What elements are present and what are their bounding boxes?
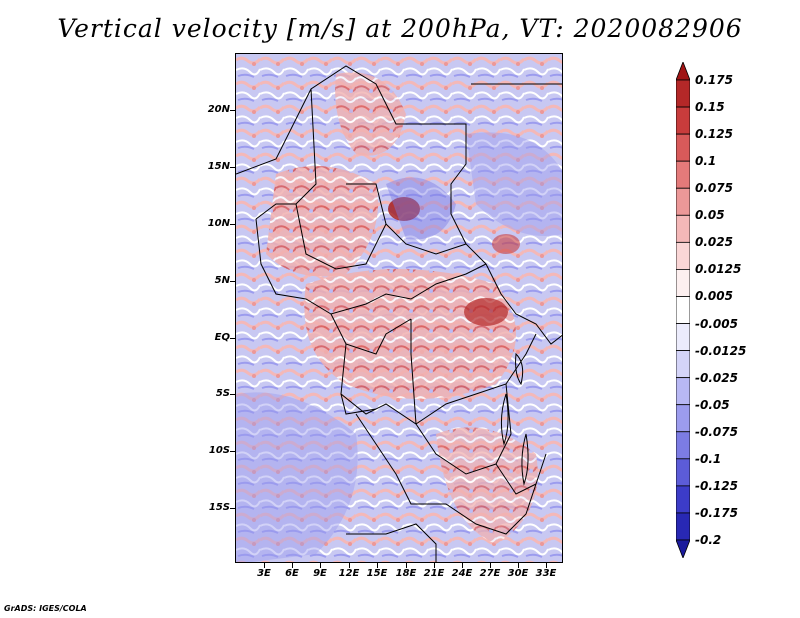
lon-tick: [377, 563, 378, 568]
lon-tick: [490, 563, 491, 568]
lat-label-15n: 15N: [207, 161, 230, 172]
lat-label-eq: EQ: [214, 332, 230, 343]
ascent-region-central: [304, 269, 516, 399]
map-title: Vertical velocity [m/s] at 200hPa, VT: 2…: [57, 14, 743, 43]
lon-tick: [292, 563, 293, 568]
strong-ascent-spot: [492, 234, 520, 254]
descent-region-chad: [386, 177, 456, 240]
colorbar-swatch: [676, 106, 690, 135]
colorbar-swatch: [676, 160, 690, 189]
lon-tick: [462, 563, 463, 568]
map-panel: [235, 53, 563, 563]
colorbar-level-label: 0.15: [695, 100, 725, 115]
colorbar-level-label: 0.125: [695, 127, 733, 142]
lon-label-3e: 3E: [257, 568, 271, 579]
colorbar-level-label: 0.005: [695, 289, 733, 304]
colorbar-swatch: [676, 187, 690, 216]
colorbar-swatch: [676, 241, 690, 270]
colorbar-level-label: -0.125: [695, 478, 738, 493]
colorbar-level-label: -0.175: [695, 505, 738, 520]
colorbar-swatch: [676, 512, 690, 541]
colorbar-level-label: 0.175: [695, 73, 733, 87]
colorbar-level-label: 0.05: [695, 208, 725, 223]
strong-ascent-spot: [464, 298, 508, 326]
lat-label-5n: 5N: [214, 275, 230, 286]
lon-tick: [406, 563, 407, 568]
colorbar-level-label: -0.025: [695, 370, 738, 385]
lon-label-27e: 27E: [479, 568, 501, 579]
colorbar-swatch: [676, 377, 690, 406]
descent-region-southwest: [236, 392, 358, 562]
great-lakes: [500, 352, 529, 486]
colorbar-level-label: 0.075: [695, 181, 733, 196]
lat-label-10n: 10N: [207, 218, 230, 229]
colorbar-level-label: -0.0125: [695, 343, 747, 358]
lat-tick: [230, 508, 235, 509]
lat-tick: [230, 338, 235, 339]
lat-tick: [230, 167, 235, 168]
lat-label-5s: 5S: [215, 388, 230, 399]
lon-label-12e: 12E: [338, 568, 360, 579]
colorbar-swatch: [676, 350, 690, 379]
colorbar-swatch: [676, 485, 690, 514]
lon-label-15e: 15E: [366, 568, 388, 579]
descent-region-northeast: [466, 132, 562, 236]
velocity-field-map: [236, 54, 562, 562]
lat-label-10s: 10S: [208, 445, 230, 456]
colorbar-swatch: [676, 458, 690, 487]
colorbar-level-label: 0.0125: [695, 262, 742, 277]
lat-tick: [230, 110, 235, 111]
grads-credit: GrADS: IGES/COLA: [4, 604, 87, 613]
colorbar-level-label: -0.2: [695, 533, 722, 547]
colorbar-level-label: 0.025: [695, 235, 733, 250]
ascent-region-north: [335, 72, 406, 156]
colorbar-swatch: [676, 79, 690, 108]
colorbar-swatch: [676, 133, 690, 162]
colorbar-level-label: -0.075: [695, 424, 738, 439]
strong-ascent-spot: [388, 197, 420, 221]
colorbar-level-label: -0.1: [695, 451, 722, 466]
lat-label-15s: 15S: [208, 502, 230, 513]
lat-tick: [230, 451, 235, 452]
lon-label-9e: 9E: [313, 568, 327, 579]
ascent-region-west: [266, 166, 378, 277]
lat-tick: [230, 281, 235, 282]
colorbar-swatch: [676, 296, 690, 324]
lon-tick: [546, 563, 547, 568]
colorbar-swatch: [676, 269, 690, 297]
lon-label-18e: 18E: [395, 568, 417, 579]
lon-tick: [349, 563, 350, 568]
lon-label-30e: 30E: [507, 568, 529, 579]
colorbar: [676, 62, 690, 558]
colorbar-swatch: [676, 404, 690, 433]
lon-tick: [320, 563, 321, 568]
colorbar-swatch: [676, 431, 690, 460]
colorbar-top-arrow: [676, 62, 690, 81]
lat-tick: [230, 224, 235, 225]
lon-tick: [264, 563, 265, 568]
lon-tick: [518, 563, 519, 568]
colorbar-level-label: -0.05: [695, 397, 730, 412]
lon-tick: [434, 563, 435, 568]
colorbar-swatch: [676, 214, 690, 243]
lon-label-24e: 24E: [451, 568, 473, 579]
colorbar-bottom-arrow: [676, 539, 690, 558]
lon-label-6e: 6E: [285, 568, 299, 579]
lat-label-20n: 20N: [207, 104, 230, 115]
colorbar-level-label: -0.005: [695, 316, 738, 331]
lon-label-21e: 21E: [423, 568, 445, 579]
lon-label-33e: 33E: [535, 568, 557, 579]
colorbar-level-label: 0.1: [695, 154, 717, 169]
country-borders: [236, 65, 562, 562]
colorbar-swatch: [676, 323, 690, 351]
lat-tick: [230, 394, 235, 395]
